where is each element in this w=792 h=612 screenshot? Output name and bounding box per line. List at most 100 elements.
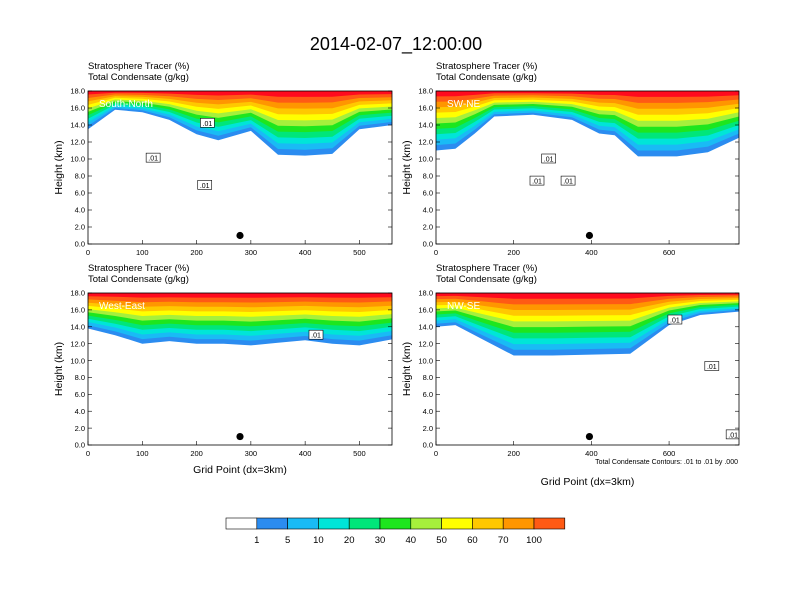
y-tick-label: 12.0 — [418, 339, 433, 348]
x-tick-label: 400 — [585, 449, 598, 458]
contour-label-box — [529, 175, 545, 186]
x-tick-label: 500 — [353, 449, 366, 458]
colorbar-swatch-6 — [410, 517, 442, 530]
y-tick-label: 6.0 — [423, 390, 433, 399]
x-tick-label: 300 — [245, 248, 258, 257]
plot-frame — [435, 292, 740, 446]
y-tick-label: 10.0 — [70, 155, 85, 164]
plot-area: .01 — [88, 293, 392, 445]
colorbar-swatch-3 — [318, 517, 350, 530]
x-tick-label: 600 — [663, 449, 676, 458]
colorbar-level-label: 20 — [344, 535, 355, 546]
colorbar-swatch-2 — [287, 517, 319, 530]
plot-area: .01 .01 .01 — [88, 91, 392, 244]
colorbar-level-label: 40 — [406, 535, 417, 546]
panel-title-line: Total Condensate (g/kg) — [88, 72, 189, 83]
y-tick-label: 18.0 — [70, 289, 85, 298]
x-tick-label: 200 — [507, 248, 520, 257]
panel-title-line: Stratosphere Tracer (%) — [436, 263, 537, 274]
y-tick-label: 0.0 — [423, 240, 433, 249]
y-tick-label: 14.0 — [70, 121, 85, 130]
panel-title-line: Stratosphere Tracer (%) — [88, 263, 189, 274]
contour-label: .01 — [544, 157, 554, 164]
contour-label-box — [200, 118, 215, 128]
x-tick-label: 600 — [663, 248, 676, 257]
y-tick-label: 18.0 — [418, 87, 433, 96]
contour-label-box — [197, 180, 213, 190]
panel-name: NW-SE — [447, 301, 480, 312]
panel-name: South-North — [99, 99, 153, 110]
figure-title: 2014-02-07_12:00:00 — [310, 34, 482, 55]
y-tick-label: 12.0 — [70, 339, 85, 348]
contour-label-box — [145, 152, 161, 163]
y-tick-label: 14.0 — [70, 322, 85, 331]
y-tick-label: 10.0 — [70, 356, 85, 365]
x-tick-label: 400 — [299, 248, 312, 257]
colorbar-level-label: 100 — [526, 535, 542, 546]
y-tick-label: 18.0 — [418, 289, 433, 298]
y-tick-label: 4.0 — [75, 407, 85, 416]
x-tick-label: 0 — [434, 449, 438, 458]
panel-nw-se: Stratosphere Tracer (%)Total Condensate … — [401, 263, 740, 488]
panel-south-north: Stratosphere Tracer (%)Total Condensate … — [53, 61, 393, 257]
tracer-band-11 — [436, 293, 739, 299]
tracer-band-11 — [88, 293, 392, 298]
colorbar-swatch-7 — [441, 517, 473, 530]
x-tick-label: 100 — [136, 449, 149, 458]
x-tick-label: 400 — [585, 248, 598, 257]
y-tick-label: 2.0 — [75, 223, 85, 232]
x-tick-label: 100 — [136, 248, 149, 257]
location-marker — [236, 432, 244, 441]
x-tick-label: 200 — [190, 449, 203, 458]
y-tick-label: 18.0 — [70, 87, 85, 96]
y-tick-label: 16.0 — [418, 104, 433, 113]
y-tick-label: 0.0 — [423, 441, 433, 450]
contour-label-box — [560, 175, 576, 186]
y-tick-label: 16.0 — [70, 104, 85, 113]
plot-frame — [87, 90, 393, 245]
y-tick-label: 10.0 — [418, 356, 433, 365]
x-axis-label: Grid Point (dx=3km) — [541, 476, 635, 488]
panel-name: West-East — [99, 301, 145, 312]
y-tick-label: 2.0 — [75, 424, 85, 433]
y-tick-label: 16.0 — [418, 306, 433, 315]
plot-frame — [435, 90, 740, 245]
contour-label-box — [541, 153, 556, 164]
colorbar-swatch-1 — [256, 517, 288, 530]
contour-label-box — [308, 329, 324, 340]
panel-title-line: Total Condensate (g/kg) — [436, 274, 537, 285]
x-tick-label: 0 — [86, 248, 90, 257]
plot-area: .01 .01 .01 — [436, 91, 739, 244]
panel-sw-ne: Stratosphere Tracer (%)Total Condensate … — [401, 61, 740, 257]
x-tick-label: 0 — [434, 248, 438, 257]
x-tick-label: 300 — [245, 449, 258, 458]
colorbar-swatch-0 — [225, 517, 258, 530]
y-tick-label: 14.0 — [418, 322, 433, 331]
colorbar-level-label: 1 — [254, 535, 259, 546]
y-tick-label: 12.0 — [418, 138, 433, 147]
x-tick-label: 500 — [353, 248, 366, 257]
y-tick-label: 8.0 — [423, 172, 433, 181]
y-tick-label: 10.0 — [418, 155, 433, 164]
y-tick-label: 8.0 — [423, 373, 433, 382]
colorbar-level-label: 10 — [313, 535, 324, 546]
contour-label: .01 — [200, 183, 210, 190]
plot-area: .01 .01 .01 — [436, 293, 739, 445]
contour-label: .01 — [532, 179, 542, 186]
y-tick-label: 6.0 — [423, 189, 433, 198]
y-tick-label: 6.0 — [75, 390, 85, 399]
y-tick-label: 12.0 — [70, 138, 85, 147]
contour-label: .01 — [148, 156, 158, 163]
colorbar-swatch-5 — [379, 517, 412, 530]
y-axis-label: Height (km) — [53, 342, 65, 396]
contour-label: .01 — [563, 179, 573, 186]
plot-frame — [87, 292, 393, 446]
tracer-band-11 — [88, 91, 392, 97]
contour-note: Total Condensate Contours: .01 to .01 by… — [595, 459, 738, 466]
y-tick-label: 8.0 — [75, 172, 85, 181]
y-tick-label: 2.0 — [423, 223, 433, 232]
panel-title-line: Stratosphere Tracer (%) — [436, 61, 537, 72]
location-marker — [585, 231, 594, 240]
panel-title-line: Total Condensate (g/kg) — [436, 72, 537, 83]
panel-name: SW-NE — [447, 99, 480, 110]
